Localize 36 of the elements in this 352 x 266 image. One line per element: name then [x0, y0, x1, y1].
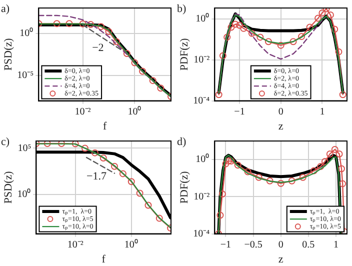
x-tick-label: 1 — [333, 239, 338, 250]
x-tick-label: 10⁻² — [67, 239, 84, 250]
chart-title: d) — [177, 136, 186, 148]
x-tick-label: 10⁰ — [124, 238, 138, 250]
chart-title: c) — [1, 136, 10, 148]
annotation: −2 — [92, 42, 104, 54]
x-tick-label: 10⁻² — [74, 106, 91, 118]
y-axis-title: PDF(z) — [178, 170, 190, 204]
y-tick-label: 10⁰ — [17, 188, 32, 200]
x-tick-label: 0.5 — [302, 239, 315, 250]
y-tick-label: 10⁰ — [196, 153, 210, 166]
x-axis-title: f — [103, 120, 108, 132]
x-tick-label: −1 — [220, 239, 232, 250]
annotation: −1.7 — [86, 170, 107, 182]
x-axis-title: z — [278, 120, 284, 132]
y-tick-label: 10⁵ — [18, 142, 32, 154]
y-tick-label: 10⁻² — [194, 191, 210, 202]
y-tick-label: 10⁻⁵ — [17, 70, 34, 82]
y-axis-title: PSD(z) — [2, 170, 14, 204]
x-tick-label: −1 — [234, 106, 245, 118]
y-tick-label: 10⁻⁴ — [193, 228, 210, 240]
x-axis-title: z — [278, 253, 284, 266]
x-tick-label: 1 — [320, 106, 325, 118]
x-tick-label: −0.5 — [244, 239, 262, 250]
x-tick-label: 0 — [278, 239, 284, 250]
chart-title: b) — [177, 2, 186, 15]
x-tick-label: 10⁰ — [128, 105, 142, 118]
y-tick-label: 10⁰ — [20, 26, 34, 39]
y-axis-title: PSD(z) — [2, 38, 14, 71]
x-tick-label: 0 — [278, 106, 284, 118]
x-axis-title: f — [102, 253, 106, 266]
y-tick-label: 10⁰ — [196, 12, 210, 25]
y-axis-title: PDF(z) — [178, 38, 190, 71]
y-tick-label: 10⁻⁴ — [193, 95, 210, 106]
y-tick-label: 10⁻² — [194, 54, 210, 66]
chart-title: a) — [1, 2, 10, 15]
